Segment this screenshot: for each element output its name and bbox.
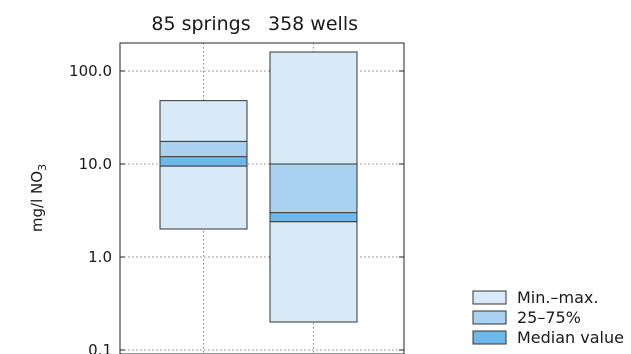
legend-swatch [472,330,507,345]
y-axis: 0.1 1.0 10.0 100.0 [69,62,404,354]
y-axis-label-subscript: 3 [36,164,49,171]
legend-swatch [472,290,507,305]
legend-label: Median value [517,328,624,347]
bars [159,51,358,323]
y-tick-label: 10.0 [79,155,112,173]
legend-label: 25–75% [517,308,581,327]
category-labels: 85 springs 358 wells [151,13,358,35]
bar-median-value-1 [269,212,358,223]
y-axis-label: mg/l NO3 [28,164,49,232]
category-label: 85 springs [151,13,250,35]
legend-swatch [472,310,507,325]
legend: Min.–max.25–75%Median value [472,288,624,347]
bar-25-75--1 [269,163,358,223]
plot-frame [119,42,405,354]
y-tick-label: 1.0 [88,248,112,266]
y-tick-label: 100.0 [69,62,112,80]
legend-label: Min.–max. [517,288,598,307]
bar-median-value-0 [159,156,248,167]
category-label: 358 wells [268,13,358,35]
y-tick-label: 0.1 [88,341,112,354]
